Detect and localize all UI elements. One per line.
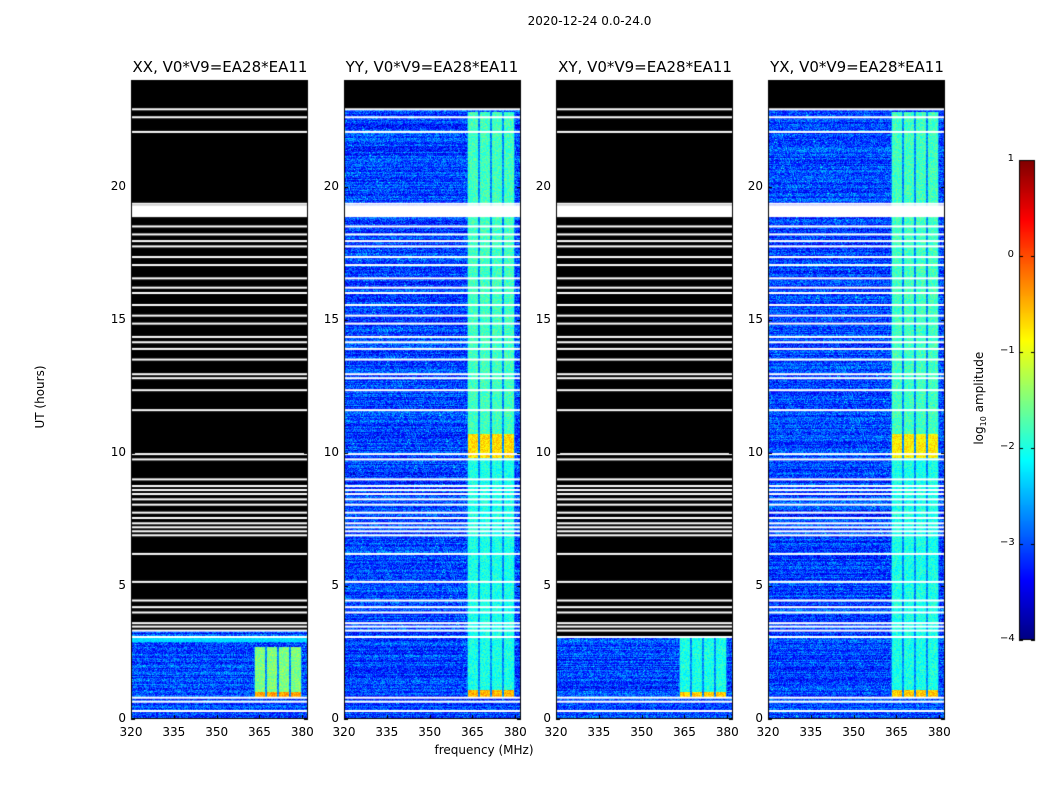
- panel-title-yx: YX, V0*V9=EA28*EA11: [770, 58, 944, 76]
- y-tick-label: 10: [323, 444, 339, 459]
- y-tick-label: 0: [331, 711, 339, 725]
- x-tick-label: 335: [162, 725, 186, 739]
- x-tick-label: 365: [248, 725, 271, 739]
- y-tick-label: 5: [118, 577, 126, 592]
- x-tick-label: 365: [461, 725, 484, 739]
- y-tick-label: 0: [543, 711, 551, 725]
- y-tick-label: 20: [323, 178, 339, 193]
- x-tick-label: 380: [503, 725, 527, 739]
- x-tick-label: 320: [119, 725, 143, 739]
- y-tick-label: 20: [747, 178, 763, 193]
- y-tick-label: 15: [323, 311, 339, 326]
- y-tick-label: 0: [755, 711, 763, 725]
- y-tick-label: 5: [543, 577, 551, 592]
- colorbar-tick-label: −4: [1000, 633, 1015, 644]
- y-axis-label: UT (hours): [33, 365, 47, 429]
- y-tick-label: 10: [110, 444, 126, 459]
- colorbar-label: log10 amplitude: [971, 351, 989, 445]
- colorbar-tick-label: 1: [1007, 153, 1014, 164]
- colorbar-tick-label: −1: [1000, 345, 1015, 356]
- y-tick-label: 10: [747, 444, 763, 459]
- x-tick-label: 320: [756, 725, 780, 739]
- x-tick-label: 350: [418, 725, 442, 739]
- panel-title-xx: XX, V0*V9=EA28*EA11: [132, 58, 308, 76]
- figure-title: 2020-12-24 0.0-24.0: [527, 14, 652, 28]
- panel-title-xy: XY, V0*V9=EA28*EA11: [558, 58, 732, 76]
- y-tick-label: 15: [535, 311, 551, 326]
- panel-title-yy: YY, V0*V9=EA28*EA11: [345, 58, 519, 76]
- x-tick-label: 320: [332, 725, 356, 739]
- x-axis-label: frequency (MHz): [434, 743, 534, 757]
- colorbar-tick-label: 0: [1007, 249, 1014, 260]
- x-tick-label: 350: [842, 725, 866, 739]
- x-tick-label: 380: [290, 725, 314, 739]
- y-tick-label: 15: [110, 311, 126, 326]
- x-tick-label: 335: [587, 725, 611, 739]
- y-tick-label: 0: [118, 711, 126, 725]
- x-tick-label: 350: [630, 725, 654, 739]
- colorbar-tick-label: −3: [1000, 537, 1015, 548]
- x-tick-label: 365: [885, 725, 908, 739]
- x-tick-label: 320: [544, 725, 568, 739]
- x-tick-label: 365: [673, 725, 696, 739]
- x-tick-label: 380: [715, 725, 739, 739]
- y-tick-label: 10: [535, 444, 551, 459]
- x-tick-label: 335: [799, 725, 823, 739]
- x-tick-label: 335: [375, 725, 399, 739]
- y-tick-label: 20: [110, 178, 126, 193]
- y-tick-label: 15: [747, 311, 763, 326]
- y-tick-label: 20: [535, 178, 551, 193]
- x-tick-label: 350: [205, 725, 229, 739]
- y-tick-label: 5: [331, 577, 339, 592]
- x-tick-label: 380: [927, 725, 951, 739]
- y-tick-label: 5: [755, 577, 763, 592]
- colorbar-tick-label: −2: [1000, 441, 1015, 452]
